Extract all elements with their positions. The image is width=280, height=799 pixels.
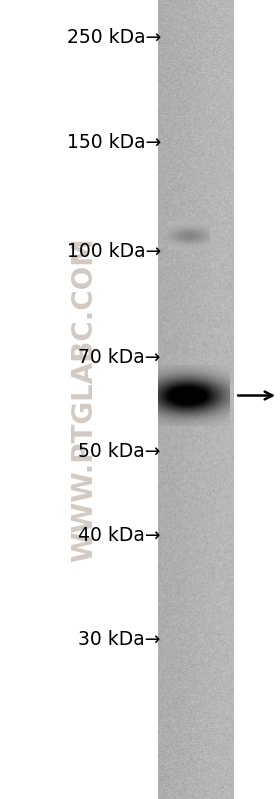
- Text: 30 kDa→: 30 kDa→: [78, 630, 161, 649]
- Text: 70 kDa→: 70 kDa→: [78, 348, 161, 367]
- Text: WWW.PTGLABC.COM: WWW.PTGLABC.COM: [70, 237, 98, 562]
- Text: 40 kDa→: 40 kDa→: [78, 526, 161, 545]
- Text: 250 kDa→: 250 kDa→: [67, 28, 161, 47]
- Text: 50 kDa→: 50 kDa→: [78, 442, 161, 461]
- Text: 150 kDa→: 150 kDa→: [67, 133, 161, 152]
- Text: 100 kDa→: 100 kDa→: [67, 242, 161, 261]
